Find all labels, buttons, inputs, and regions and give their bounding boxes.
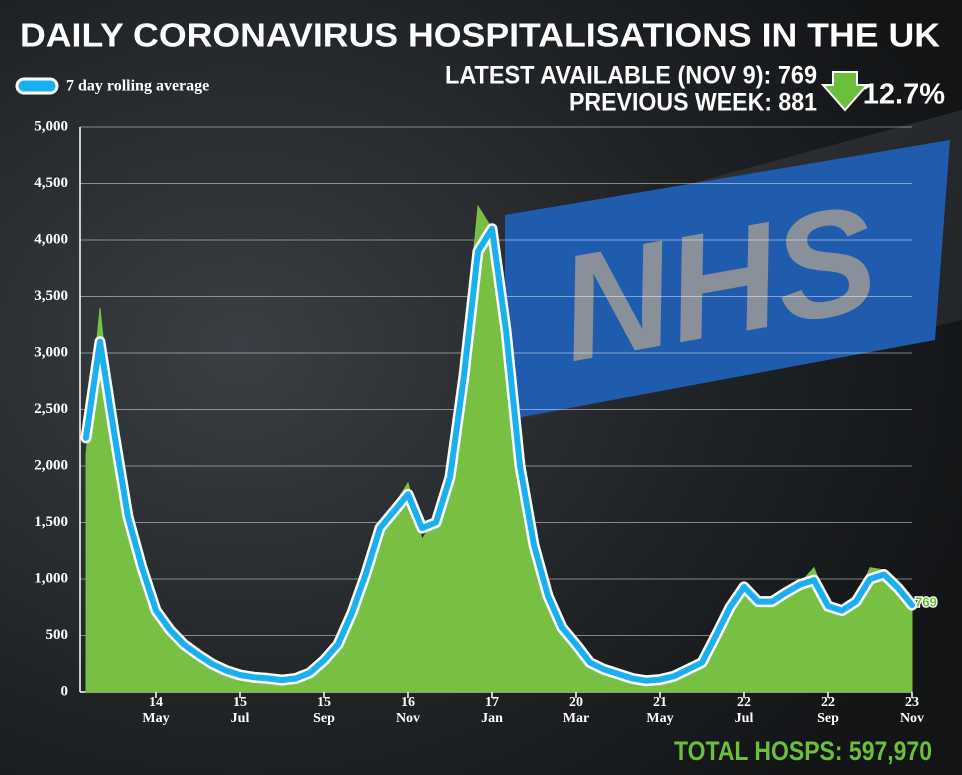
y-tick-label: 1,500 xyxy=(34,514,68,530)
legend-label: 7 day rolling average xyxy=(66,78,209,95)
y-tick-label: 5,000 xyxy=(34,118,68,134)
y-tick-label: 2,000 xyxy=(34,457,68,473)
y-tick-label: 4,500 xyxy=(34,175,68,191)
x-tick-label: 14 May xyxy=(142,695,170,726)
y-tick-label: 3,000 xyxy=(34,344,68,360)
y-tick-label: 4,000 xyxy=(34,231,68,247)
latest-note: LATEST AVAILABLE (NOV 9): 769 xyxy=(445,62,817,90)
y-tick-label: 500 xyxy=(46,627,69,643)
y-tick-label: 3,500 xyxy=(34,288,68,304)
rolling-line xyxy=(83,225,915,684)
y-tick-label: 2,500 xyxy=(34,401,68,417)
y-tick-label: 0 xyxy=(61,683,69,699)
chart-title: DAILY CORONAVIRUS HOSPITALISATIONS IN TH… xyxy=(20,17,940,54)
end-value-label: 769 xyxy=(915,595,937,610)
x-tick-label: 21 May xyxy=(646,695,674,726)
change-note: 12.7% xyxy=(863,79,945,111)
x-tick-label: 23 Nov xyxy=(899,695,925,726)
x-tick-label: 22 Jul xyxy=(734,695,754,726)
down-arrow xyxy=(820,71,870,112)
total-note: TOTAL HOSPS: 597,970 xyxy=(674,736,932,766)
x-tick-label: 15 Sep xyxy=(313,695,335,726)
legend-swatch xyxy=(15,77,59,95)
x-tick-label: 16 Nov xyxy=(395,695,421,726)
previous-note: PREVIOUS WEEK: 881 xyxy=(569,89,817,117)
nhs-logo-plate xyxy=(505,140,950,420)
x-tick-label: 17 Jan xyxy=(481,695,503,726)
x-tick-label: 20 Mar xyxy=(562,695,590,726)
y-tick-label: 1,000 xyxy=(34,570,68,586)
x-tick-label: 22 Sep xyxy=(817,695,839,726)
x-tick-label: 15 Jul xyxy=(230,695,250,726)
